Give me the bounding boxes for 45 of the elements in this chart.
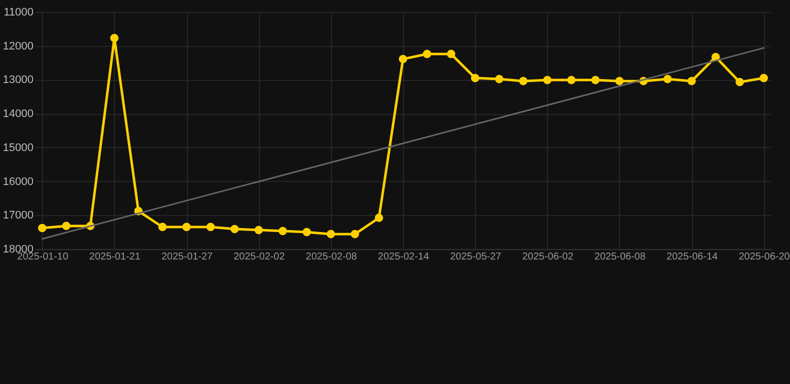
point	[736, 78, 744, 86]
point	[591, 76, 600, 84]
point	[687, 76, 696, 86]
x-tick-label: 2025-06-20	[738, 252, 790, 262]
point	[158, 222, 167, 232]
point	[278, 226, 287, 236]
point	[254, 226, 263, 234]
x-tick-label: 2025-02-02	[234, 252, 286, 262]
point	[663, 74, 672, 84]
x-tick-label: 2025-01-10	[17, 252, 69, 262]
x-tick-label: 2025-01-27	[161, 252, 214, 262]
y-tick-label: 16000	[2, 176, 34, 188]
x-tick-label: 2025-02-14	[378, 252, 430, 262]
point	[182, 222, 191, 232]
y-tick-label: 11000	[4, 6, 34, 18]
point	[302, 228, 311, 236]
point	[374, 214, 384, 222]
x-tick-label: 2025-06-08	[594, 252, 646, 262]
point	[62, 222, 70, 230]
x-tick-label: 2025-06-02	[522, 252, 574, 262]
y-tick-label: 13000	[2, 74, 34, 86]
point	[110, 34, 119, 42]
point	[760, 74, 768, 82]
x-tick-label: 2025-01-21	[89, 252, 141, 262]
x-tick-label: 2025-02-08	[306, 252, 358, 262]
y-tick-label: 14000	[2, 108, 34, 120]
point	[326, 230, 336, 238]
x-tick-label: 2025-05-27	[450, 252, 502, 262]
point	[206, 222, 215, 232]
point	[398, 54, 408, 64]
point	[350, 230, 360, 238]
point	[230, 224, 239, 234]
y-tick-label: 15000	[2, 142, 34, 154]
point	[543, 76, 552, 84]
point	[38, 224, 46, 232]
point	[519, 76, 528, 86]
y-tick-label: 17000	[2, 210, 34, 222]
point	[422, 50, 432, 58]
point	[615, 76, 624, 86]
point	[470, 74, 480, 82]
y-tick-label: 12000	[2, 40, 34, 52]
point	[495, 74, 504, 84]
point	[446, 50, 456, 58]
point	[567, 76, 576, 84]
x-tick-label: 2025-06-14	[666, 252, 718, 262]
